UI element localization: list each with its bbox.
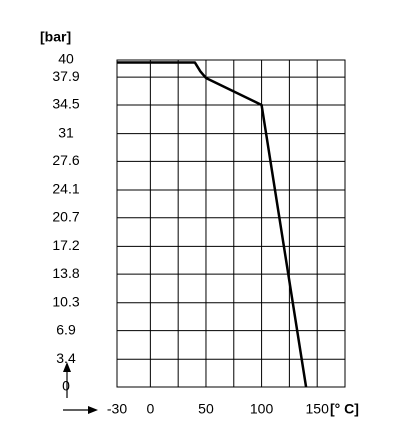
y-arrow (63, 362, 71, 398)
y-tick-label: 27.6 (52, 152, 79, 168)
y-tick-label: 6.9 (56, 321, 76, 337)
y-tick-label: 20.7 (52, 208, 79, 224)
y-tick-label: 31 (58, 124, 74, 140)
x-arrow (63, 406, 98, 414)
y-tick-label: 13.8 (52, 265, 79, 281)
y-tick-label: 40 (58, 51, 74, 67)
x-tick-label: 0 (146, 401, 154, 417)
x-tick-label: 100 (250, 401, 274, 417)
y-tick-label: 0 (62, 378, 70, 394)
y-axis-label: [bar] (40, 29, 71, 45)
y-tick-label: 37.9 (52, 68, 79, 84)
x-tick-label: 150 (306, 401, 330, 417)
y-tick-label: 3.4 (56, 350, 76, 366)
y-tick-label: 10.3 (52, 294, 79, 310)
data-line (117, 61, 308, 388)
x-tick-label: -30 (107, 401, 127, 417)
x-axis-label: [° C] (330, 401, 359, 417)
y-tick-label: 34.5 (52, 96, 79, 112)
y-tick-label: 24.1 (52, 181, 79, 197)
x-tick-label: 50 (198, 401, 214, 417)
y-tick-label: 17.2 (52, 237, 79, 253)
plot-frame (116, 59, 346, 388)
